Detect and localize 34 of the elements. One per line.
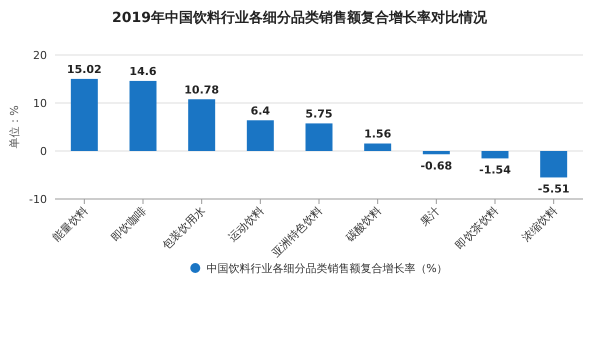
x-tick-label: 碳酸饮料 xyxy=(342,204,384,245)
x-tick-label: 包装饮用水 xyxy=(160,204,208,252)
bar xyxy=(188,99,216,151)
bar xyxy=(306,123,332,151)
bar xyxy=(130,80,156,151)
data-label: -0.68 xyxy=(420,159,452,172)
y-tick-label: -10 xyxy=(29,193,47,206)
x-tick-label: 即饮茶饮料 xyxy=(453,204,502,252)
data-label: 1.56 xyxy=(364,128,392,141)
bar xyxy=(364,144,392,151)
data-label: 5.75 xyxy=(305,107,333,120)
bar xyxy=(70,78,98,151)
data-label: -1.54 xyxy=(479,163,512,176)
data-label: 6.4 xyxy=(250,104,270,118)
x-tick-label: 亚洲特色饮料 xyxy=(269,204,326,260)
data-label: 15.02 xyxy=(66,62,102,76)
x-tick-label: 能量饮料 xyxy=(50,204,90,244)
legend-label: 中国饮料行业各细分品类销售额复合增长率（%） xyxy=(206,262,448,275)
data-label: -5.51 xyxy=(538,182,570,196)
data-label: 14.6 xyxy=(129,64,157,78)
y-tick-label: 10 xyxy=(33,97,47,110)
y-tick-label: 20 xyxy=(33,49,47,62)
chart-title: 2019年中国饮料行业各细分品类销售额复合增长率对比情况 xyxy=(112,9,488,26)
bar xyxy=(540,151,568,178)
x-tick-label: 果汁 xyxy=(418,204,442,229)
bar xyxy=(482,151,508,158)
x-tick-label: 即饮咖啡 xyxy=(108,204,150,244)
bar xyxy=(246,120,274,151)
y-tick-label: 0 xyxy=(40,145,47,158)
data-label: 10.78 xyxy=(184,83,220,96)
y-axis-title: 单位：% xyxy=(8,105,21,149)
x-tick-label: 运动饮料 xyxy=(226,204,266,244)
bar xyxy=(422,151,450,154)
x-tick-label: 浓缩饮料 xyxy=(519,204,560,244)
